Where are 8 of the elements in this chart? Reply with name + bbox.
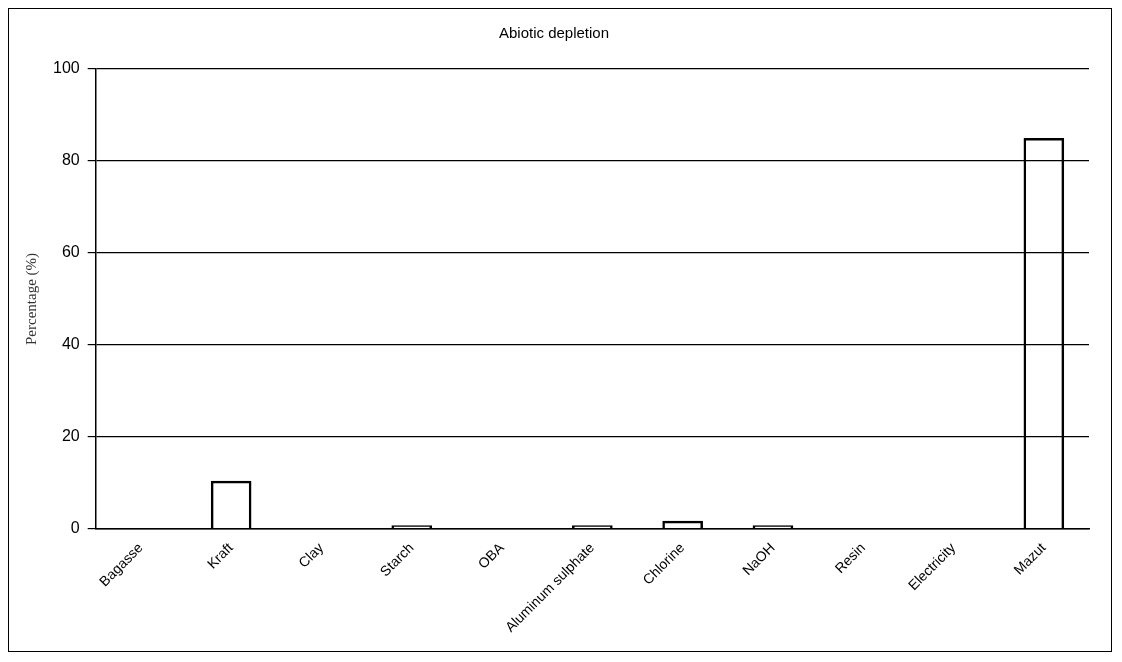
- y-tick-label: 80: [61, 151, 80, 169]
- y-tick-label: 0: [70, 519, 80, 537]
- y-tick-label: 100: [52, 59, 80, 77]
- y-tick-label: 40: [61, 335, 80, 353]
- y-axis-title: Percentage (%): [22, 252, 40, 345]
- chart-title: Abiotic depletion: [498, 24, 610, 42]
- y-tick-label: 60: [61, 243, 80, 261]
- y-tick-label: 20: [61, 427, 80, 445]
